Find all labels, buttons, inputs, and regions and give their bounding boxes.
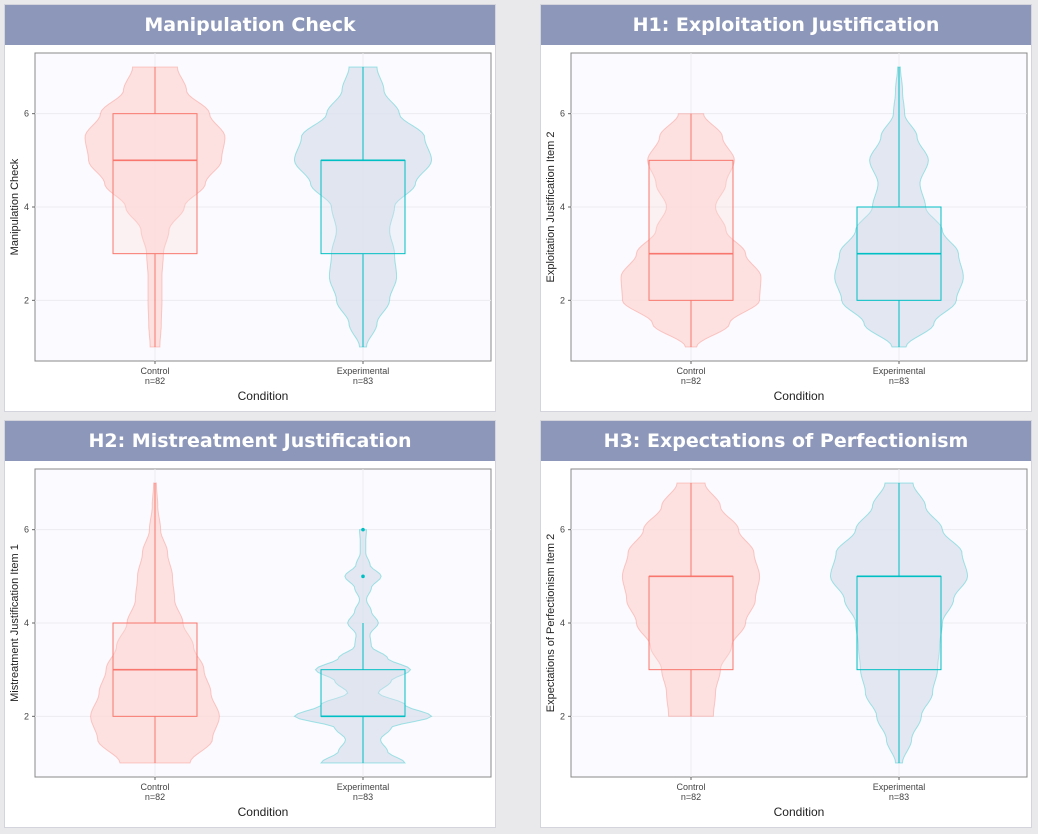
y-tick-label: 4 — [24, 202, 29, 212]
box — [856, 575, 942, 671]
y-tick-label: 2 — [24, 711, 29, 721]
x-axis-label: Condition — [774, 805, 825, 819]
y-axis-label: Mistreatment Justification Item 1 — [9, 544, 21, 702]
outlier-point — [361, 527, 365, 532]
chart-title: Manipulation Check — [5, 5, 495, 45]
violin-0 — [621, 482, 761, 717]
box — [320, 159, 406, 255]
y-tick-label: 4 — [560, 618, 565, 628]
y-tick-label: 6 — [24, 109, 29, 119]
y-tick-label: 4 — [24, 618, 29, 628]
x-tick-count: n=83 — [353, 376, 373, 386]
violin-1 — [293, 66, 433, 348]
x-tick-count: n=82 — [681, 792, 701, 802]
y-tick-label: 2 — [560, 295, 565, 305]
box — [648, 159, 734, 301]
box — [320, 669, 406, 717]
x-tick-label: Experimental — [337, 782, 390, 792]
x-axis-label: Condition — [774, 389, 825, 403]
violin-0 — [84, 66, 226, 348]
x-axis-label: Condition — [238, 805, 289, 819]
chart-panel-manipulation-check: Manipulation Check 2 4 6 Control n=82 Experim… — [4, 4, 496, 412]
y-tick-label: 4 — [560, 202, 565, 212]
x-tick-count: n=83 — [889, 376, 909, 386]
y-tick-label: 2 — [560, 711, 565, 721]
x-tick-label: Control — [676, 366, 705, 376]
y-axis-label: Expectations of Perfectionism Item 2 — [545, 534, 557, 713]
box — [112, 113, 198, 255]
chart-panel-h2: H2: Mistreatment Justification 2 4 6 Contro… — [4, 420, 496, 828]
outlier-point — [361, 574, 365, 579]
x-tick-count: n=82 — [681, 376, 701, 386]
y-axis-label: Manipulation Check — [9, 158, 21, 255]
y-tick-label: 6 — [560, 109, 565, 119]
box — [648, 575, 734, 671]
x-tick-count: n=83 — [889, 792, 909, 802]
x-tick-count: n=83 — [353, 792, 373, 802]
x-tick-label: Experimental — [873, 782, 926, 792]
violin-1 — [829, 482, 969, 764]
y-tick-label: 6 — [560, 525, 565, 535]
chart-panel-h1: H1: Exploitation Justification 2 4 6 Contro… — [540, 4, 1032, 412]
x-tick-label: Experimental — [337, 366, 390, 376]
chart-title: H2: Mistreatment Justification — [5, 421, 495, 461]
x-tick-count: n=82 — [145, 792, 165, 802]
chart-title: H3: Expectations of Perfectionism — [541, 421, 1031, 461]
y-axis-label: Exploitation Justification Item 2 — [545, 131, 557, 282]
y-tick-label: 2 — [24, 295, 29, 305]
x-tick-count: n=82 — [145, 376, 165, 386]
x-tick-label: Control — [140, 782, 169, 792]
x-axis-label: Condition — [238, 389, 289, 403]
chart-title: H1: Exploitation Justification — [541, 5, 1031, 45]
x-tick-label: Control — [140, 366, 169, 376]
violin-0 — [620, 113, 762, 348]
y-tick-label: 6 — [24, 525, 29, 535]
chart-panel-h3: H3: Expectations of Perfectionism 2 4 6 Con… — [540, 420, 1032, 828]
x-tick-label: Control — [676, 782, 705, 792]
x-tick-label: Experimental — [873, 366, 926, 376]
